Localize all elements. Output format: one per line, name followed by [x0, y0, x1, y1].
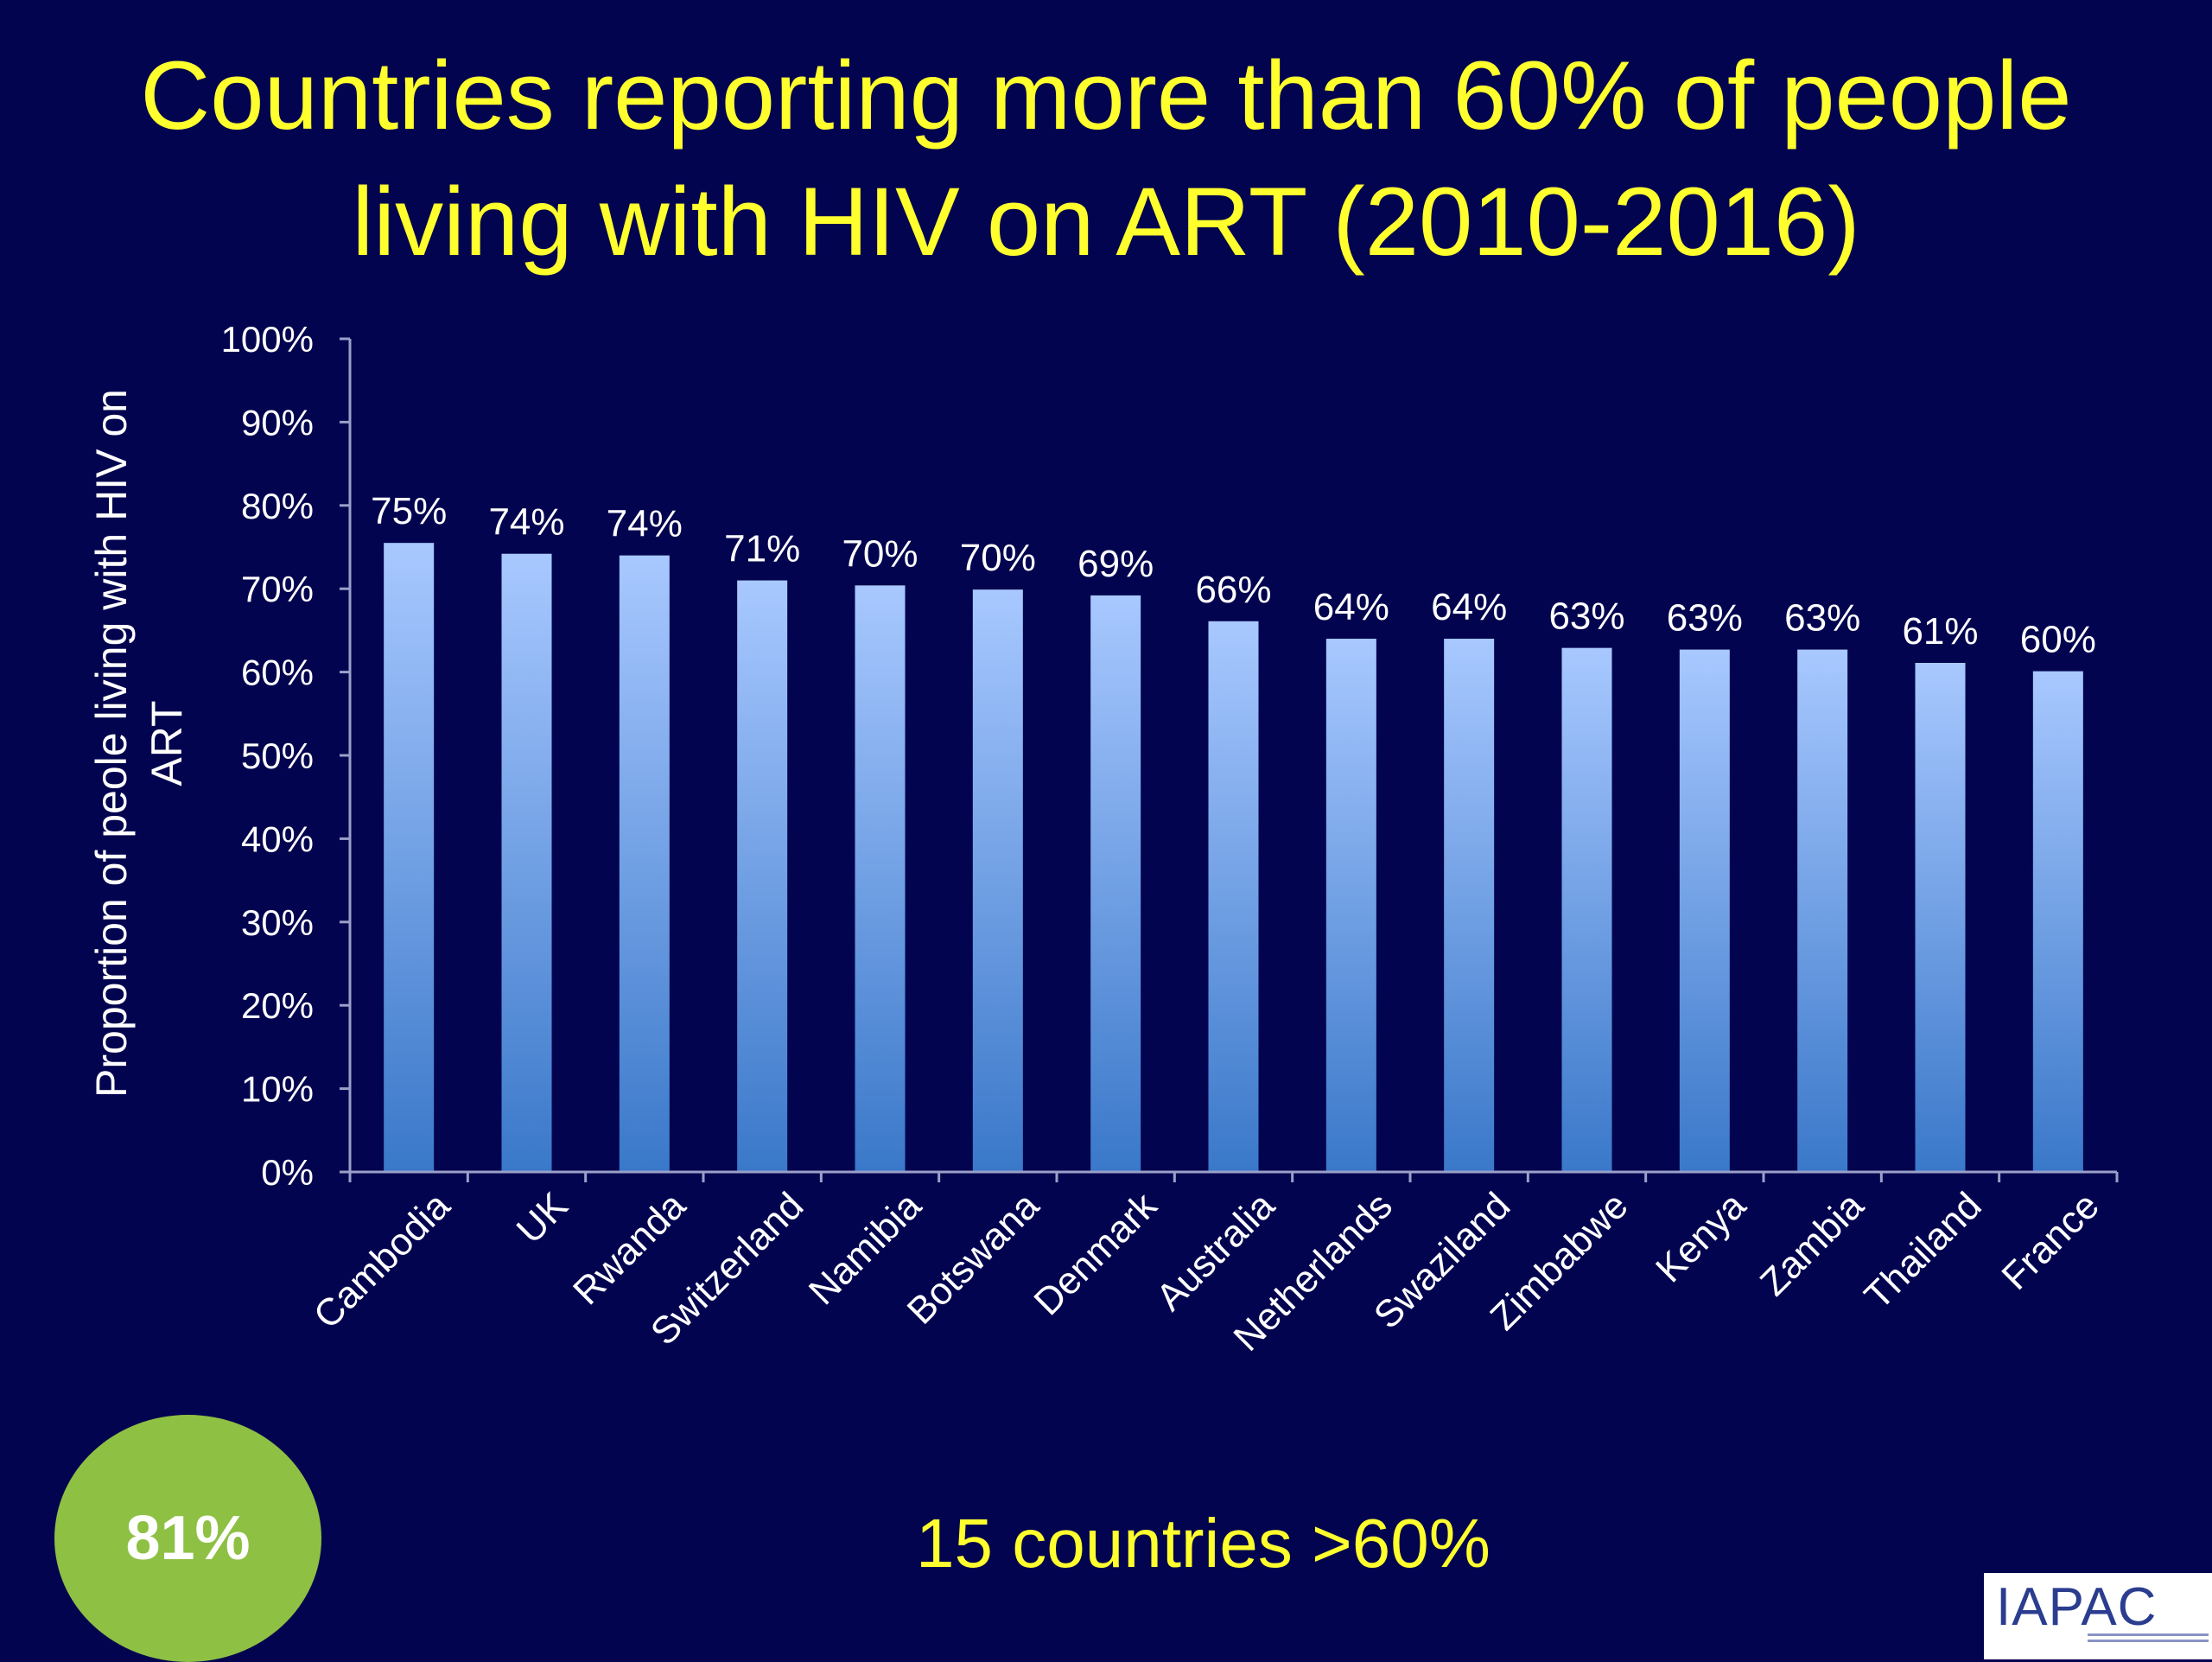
bar — [501, 553, 552, 1172]
bar — [855, 585, 906, 1172]
x-tick-label: France — [1993, 1184, 2107, 1297]
stat-badge-value: 81% — [125, 1504, 251, 1573]
bar — [384, 543, 435, 1172]
data-label: 69% — [1077, 543, 1154, 585]
y-tick-label: 30% — [241, 902, 314, 943]
logo-tagline-lines — [2088, 1633, 2209, 1642]
data-label: 64% — [1431, 586, 1507, 628]
y-tick-label: 80% — [241, 486, 314, 526]
data-label: 75% — [371, 490, 447, 532]
x-tick-label: Botswana — [899, 1184, 1048, 1333]
data-label: 63% — [1548, 595, 1624, 638]
bar — [1208, 621, 1259, 1172]
bars — [384, 543, 2083, 1172]
x-tick-label: Cambodia — [306, 1184, 459, 1337]
data-label: 63% — [1667, 597, 1743, 640]
y-tick-label: 90% — [241, 402, 314, 443]
y-tick-label: 100% — [221, 319, 314, 360]
logo-wordmark: IAPAC — [1996, 1577, 2158, 1637]
y-axis-label-line-1: Proportion of peole living with HIV on — [87, 389, 136, 1098]
bar — [1679, 649, 1730, 1172]
y-tick-label: 60% — [241, 653, 314, 693]
x-tick-label: Thailand — [1857, 1184, 1990, 1317]
stat-badge: 81% — [54, 1415, 321, 1662]
data-label: 63% — [1784, 597, 1860, 640]
y-tick-label: 50% — [241, 735, 314, 776]
bar — [737, 580, 788, 1172]
bar — [1797, 649, 1848, 1172]
data-label: 74% — [607, 503, 683, 545]
bar — [972, 589, 1023, 1172]
bar — [1444, 639, 1495, 1172]
data-label: 70% — [960, 537, 1036, 579]
x-tick-label: Kenya — [1648, 1184, 1754, 1290]
x-axis-labels: Cambodia UKRwandaSwitzerlandNamibiaBotswa… — [306, 1172, 2119, 1360]
y-tick-label: 20% — [241, 985, 314, 1026]
x-tick-label: Denmark — [1026, 1184, 1166, 1324]
data-label: 61% — [1902, 610, 1978, 653]
y-tick-label: 10% — [241, 1069, 314, 1110]
data-label: 66% — [1195, 569, 1271, 611]
y-axis-label-line-2: ART — [143, 700, 191, 786]
title-line-2: living with HIV on ART (2010-2016) — [352, 168, 1860, 276]
y-tick-label: 0% — [261, 1152, 314, 1193]
title-line-1: Countries reporting more than 60% of peo… — [140, 41, 2072, 150]
data-labels: 75% 74% 74% 71% 70% 70% 69% 66% 64% 64% 63% 63% 63% 6… — [371, 490, 2096, 660]
bar — [2032, 671, 2083, 1172]
bar — [619, 555, 670, 1172]
bar — [1090, 595, 1141, 1172]
data-label: 71% — [724, 528, 800, 570]
bar — [1561, 647, 1612, 1172]
y-tick-label: 70% — [241, 569, 314, 609]
x-tick-label: Zambia — [1752, 1184, 1872, 1304]
data-label: 74% — [488, 501, 564, 544]
y-tick-label: 40% — [241, 818, 314, 859]
data-label: 60% — [2020, 619, 2096, 661]
y-axis-ticks: 0% 10% 20% 30% 40% 50% 60% 70% 80% 90% 100% — [221, 319, 350, 1193]
data-label: 64% — [1313, 586, 1389, 628]
y-axis-label: Proportion of peole living with HIV on AR… — [87, 389, 191, 1098]
iapac-logo: IAPAC — [1984, 1573, 2212, 1659]
slide-title: Countries reporting more than 60% of peo… — [0, 33, 2212, 285]
bar — [1325, 639, 1376, 1172]
x-tick-label: UK — [509, 1184, 576, 1251]
data-label: 70% — [842, 532, 918, 575]
axes — [348, 339, 2117, 1174]
bar — [1915, 662, 1966, 1172]
footer-note: 15 countries >60% — [916, 1505, 1491, 1582]
